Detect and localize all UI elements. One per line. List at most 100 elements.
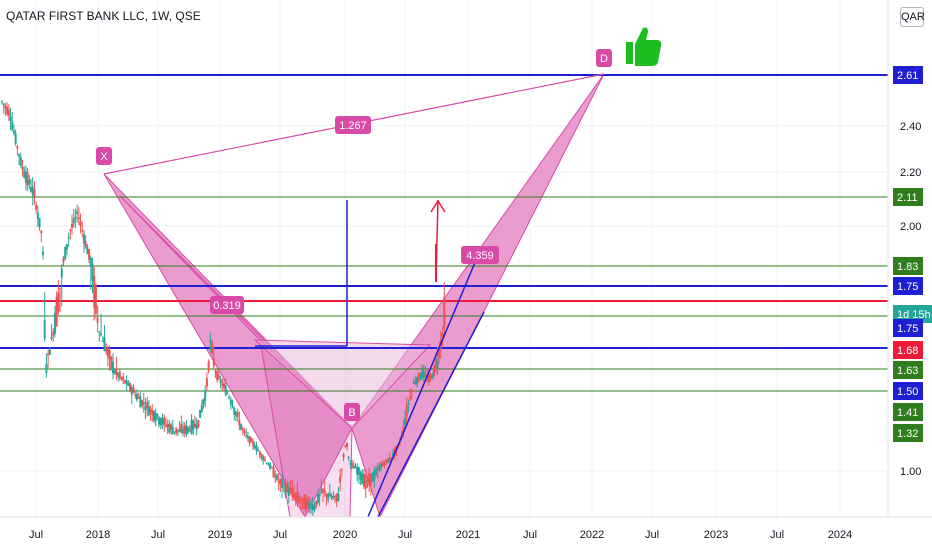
candle-body [274,475,277,477]
candle-body [1,101,3,103]
candle-body [265,462,268,464]
candle-body [57,292,60,312]
candle-body [234,411,237,416]
candle-body [202,399,205,405]
axis-price-label: 1.63 [897,365,918,377]
candle-body [299,500,302,502]
candle-body [212,357,215,367]
candle-body [241,428,244,431]
candle-body [315,500,318,507]
axis-price-label: 1d 15h [897,309,931,321]
candle-body [328,493,331,497]
candle-body [431,374,434,380]
candle-body [45,364,48,373]
candle-body [166,424,169,428]
candle-body [349,462,352,465]
time-tick-label: Jul [398,529,412,541]
candle-body [98,331,101,333]
time-tick-label: 2023 [704,529,728,541]
candle-body [47,353,50,355]
candle-body [294,493,297,498]
axis-price-label-bg [893,319,923,337]
candle-body [236,412,239,418]
ratio-label-0319-text: 0.319 [213,300,241,312]
candle-body [310,506,313,509]
price-tick-label: 1.00 [900,466,921,478]
time-axis-background [0,517,932,550]
candle-body [414,381,417,384]
candle-body [41,251,44,256]
ratio-label-0319-bg [210,296,244,314]
pattern-fill-bc [253,339,432,429]
candle-body [93,275,96,308]
candle-body [96,318,99,323]
candle-body [383,463,386,465]
candle-body [424,374,427,376]
candle-body [19,157,22,166]
point-label-x-text: X [100,151,108,163]
candle-body [120,377,123,379]
candle-body [146,402,149,409]
candle-body [419,375,422,380]
candle-body [50,336,53,339]
candle-body [272,467,275,478]
candle-body [363,474,366,488]
axis-price-label: 1.75 [897,323,918,335]
ratio-label-4359: 4.359 [461,246,499,264]
candle-body [364,475,367,489]
candle-body [361,473,364,485]
axis-price-label-bg [893,257,923,275]
time-tick-label: 2018 [86,529,110,541]
candle-body [112,362,114,373]
trend-line-blue-2 [377,311,485,518]
candle-body [204,390,207,401]
candle-body [245,435,248,437]
candle-body [9,116,12,122]
candle-body [55,296,58,327]
price-tick-label: 2.40 [900,121,921,133]
candle-body [86,246,89,254]
candle-body [339,476,342,483]
candle-body [390,457,393,459]
candle-body [357,467,360,475]
candle-body [144,405,147,410]
time-tick-label: Jul [29,529,43,541]
candle-body [378,465,381,471]
thumb-cuff [626,42,633,64]
candle-body [190,419,193,434]
candle-body [427,373,430,383]
candle-body [175,427,178,434]
candle-body [275,474,278,480]
candle-body [257,450,260,452]
candle-body [240,424,243,430]
candle-body [164,424,167,426]
candle-body [248,436,251,444]
candle-body [158,417,161,425]
candle-body [197,419,200,427]
candle-body [122,376,125,381]
candle-body [71,224,74,228]
candle-body [223,383,225,388]
candle-body [76,211,79,215]
candle-body [392,452,395,457]
candle-body [323,490,326,494]
candle-body [173,431,176,433]
point-label-x: X [96,147,112,165]
harmonic-pattern-fills [103,73,605,519]
candle-body [69,229,72,231]
candle-body [28,179,31,185]
candle-body [216,370,219,381]
candle-body [284,484,287,495]
candle-body [74,217,77,219]
candle-body [287,488,290,497]
candle-body [277,481,280,483]
candle-body [207,361,210,372]
candle-body [376,467,379,471]
candle-body [200,405,203,412]
candle-body [214,371,217,373]
candle-body [113,370,116,374]
currency-button[interactable]: QAR [900,7,925,27]
time-tick-label: Jul [645,529,659,541]
candle-body [380,464,383,469]
